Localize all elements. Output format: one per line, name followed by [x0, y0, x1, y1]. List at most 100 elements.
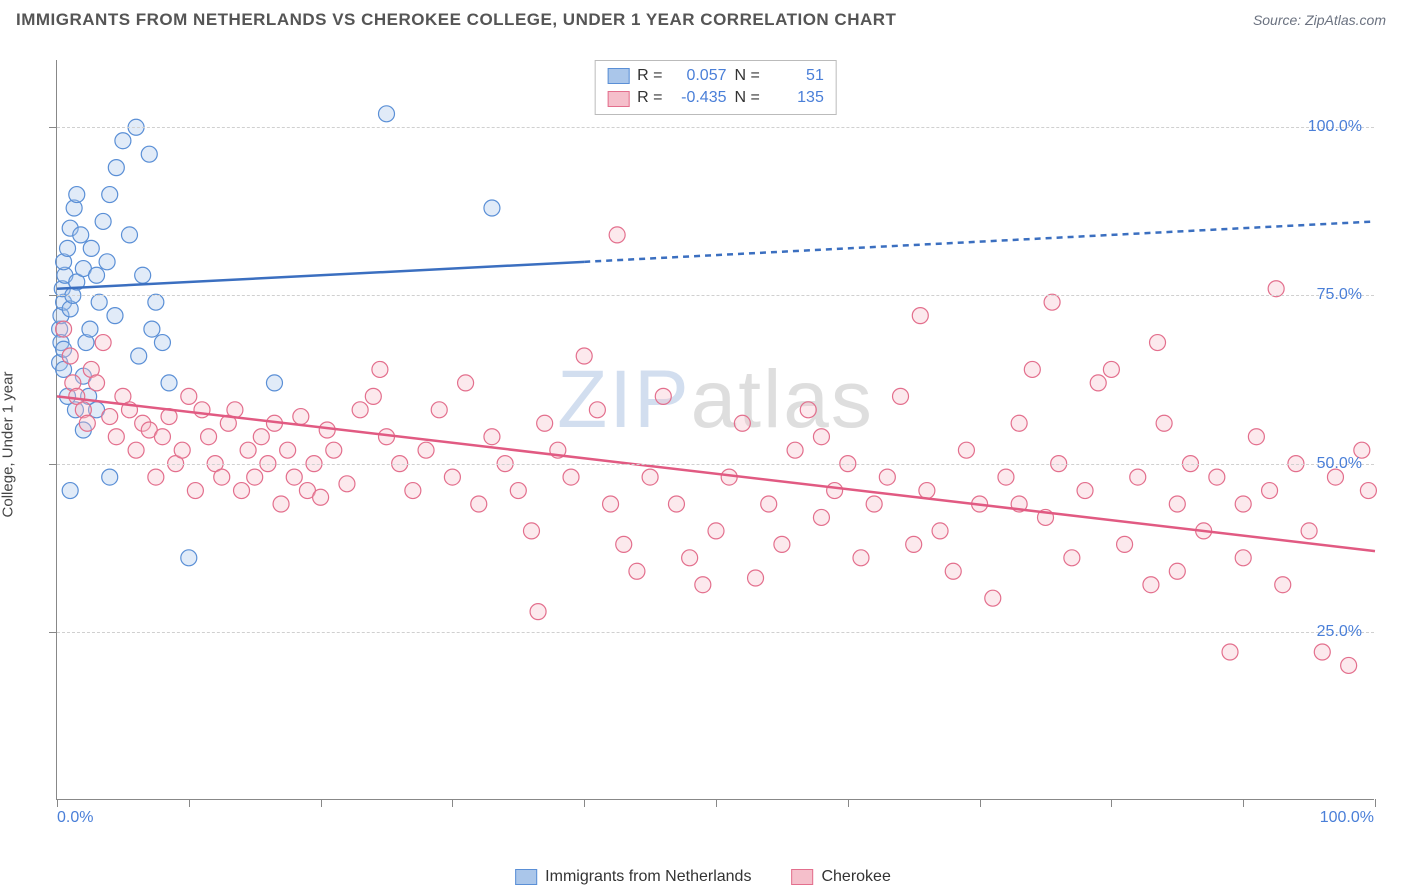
data-point: [1077, 483, 1093, 499]
data-point: [879, 469, 895, 485]
data-point: [56, 321, 72, 337]
data-point: [1275, 577, 1291, 593]
data-point: [181, 388, 197, 404]
data-point: [1156, 415, 1172, 431]
data-point: [1360, 483, 1376, 499]
data-point: [418, 442, 434, 458]
x-tick: [189, 799, 190, 807]
data-point: [682, 550, 698, 566]
data-point: [695, 577, 711, 593]
data-point: [95, 213, 111, 229]
data-point: [1103, 361, 1119, 377]
data-point: [201, 429, 217, 445]
data-point: [629, 563, 645, 579]
data-point: [144, 321, 160, 337]
data-point: [319, 422, 335, 438]
data-point: [893, 388, 909, 404]
data-point: [148, 469, 164, 485]
data-point: [431, 402, 447, 418]
r-label: R =: [637, 65, 662, 87]
data-point: [906, 536, 922, 552]
swatch-icon: [791, 869, 813, 885]
data-point: [1117, 536, 1133, 552]
data-point: [187, 483, 203, 499]
data-point: [107, 308, 123, 324]
data-point: [813, 509, 829, 525]
data-point: [121, 227, 137, 243]
x-tick: [584, 799, 585, 807]
y-tick: [49, 295, 57, 296]
scatter-plot-svg: [57, 60, 1374, 799]
stats-legend-row: R = 0.057 N = 51: [607, 65, 824, 87]
data-point: [774, 536, 790, 552]
data-point: [365, 388, 381, 404]
swatch-icon: [515, 869, 537, 885]
data-point: [128, 442, 144, 458]
r-value: -0.435: [675, 87, 727, 109]
data-point: [273, 496, 289, 512]
data-point: [154, 429, 170, 445]
data-point: [108, 160, 124, 176]
data-point: [708, 523, 724, 539]
data-point: [576, 348, 592, 364]
data-point: [240, 442, 256, 458]
data-point: [1341, 657, 1357, 673]
y-tick-label: 25.0%: [1317, 623, 1362, 641]
data-point: [339, 476, 355, 492]
y-tick: [49, 464, 57, 465]
data-point: [484, 200, 500, 216]
chart-title: IMMIGRANTS FROM NETHERLANDS VS CHEROKEE …: [16, 10, 896, 30]
y-tick: [49, 632, 57, 633]
legend-label: Immigrants from Netherlands: [545, 868, 751, 886]
data-point: [998, 469, 1014, 485]
gridline-h: [57, 127, 1374, 128]
data-point: [912, 308, 928, 324]
data-point: [62, 483, 78, 499]
x-tick: [848, 799, 849, 807]
data-point: [62, 348, 78, 364]
data-point: [131, 348, 147, 364]
y-tick-label: 75.0%: [1317, 286, 1362, 304]
data-point: [945, 563, 961, 579]
gridline-h: [57, 295, 1374, 296]
n-label: N =: [735, 87, 760, 109]
data-point: [1268, 281, 1284, 297]
y-tick-label: 50.0%: [1317, 455, 1362, 473]
data-point: [115, 133, 131, 149]
data-point: [379, 106, 395, 122]
data-point: [563, 469, 579, 485]
x-tick: [716, 799, 717, 807]
data-point: [1169, 496, 1185, 512]
data-point: [800, 402, 816, 418]
data-point: [214, 469, 230, 485]
data-point: [95, 335, 111, 351]
data-point: [668, 496, 684, 512]
data-point: [108, 429, 124, 445]
data-point: [932, 523, 948, 539]
r-value: 0.057: [675, 65, 727, 87]
data-point: [293, 409, 309, 425]
data-point: [444, 469, 460, 485]
data-point: [1222, 644, 1238, 660]
data-point: [1090, 375, 1106, 391]
y-axis-label: College, Under 1 year: [0, 372, 17, 518]
data-point: [609, 227, 625, 243]
data-point: [1024, 361, 1040, 377]
data-point: [985, 590, 1001, 606]
data-point: [655, 388, 671, 404]
plot-area: ZIPatlas R = 0.057 N = 51 R = -0.435 N =…: [56, 60, 1374, 800]
data-point: [866, 496, 882, 512]
data-point: [734, 415, 750, 431]
data-point: [247, 469, 263, 485]
y-tick: [49, 127, 57, 128]
data-point: [787, 442, 803, 458]
data-point: [523, 523, 539, 539]
data-point: [91, 294, 107, 310]
data-point: [1262, 483, 1278, 499]
legend-item: Immigrants from Netherlands: [515, 868, 751, 886]
data-point: [194, 402, 210, 418]
data-point: [1011, 415, 1027, 431]
data-point: [174, 442, 190, 458]
data-point: [99, 254, 115, 270]
data-point: [1314, 644, 1330, 660]
